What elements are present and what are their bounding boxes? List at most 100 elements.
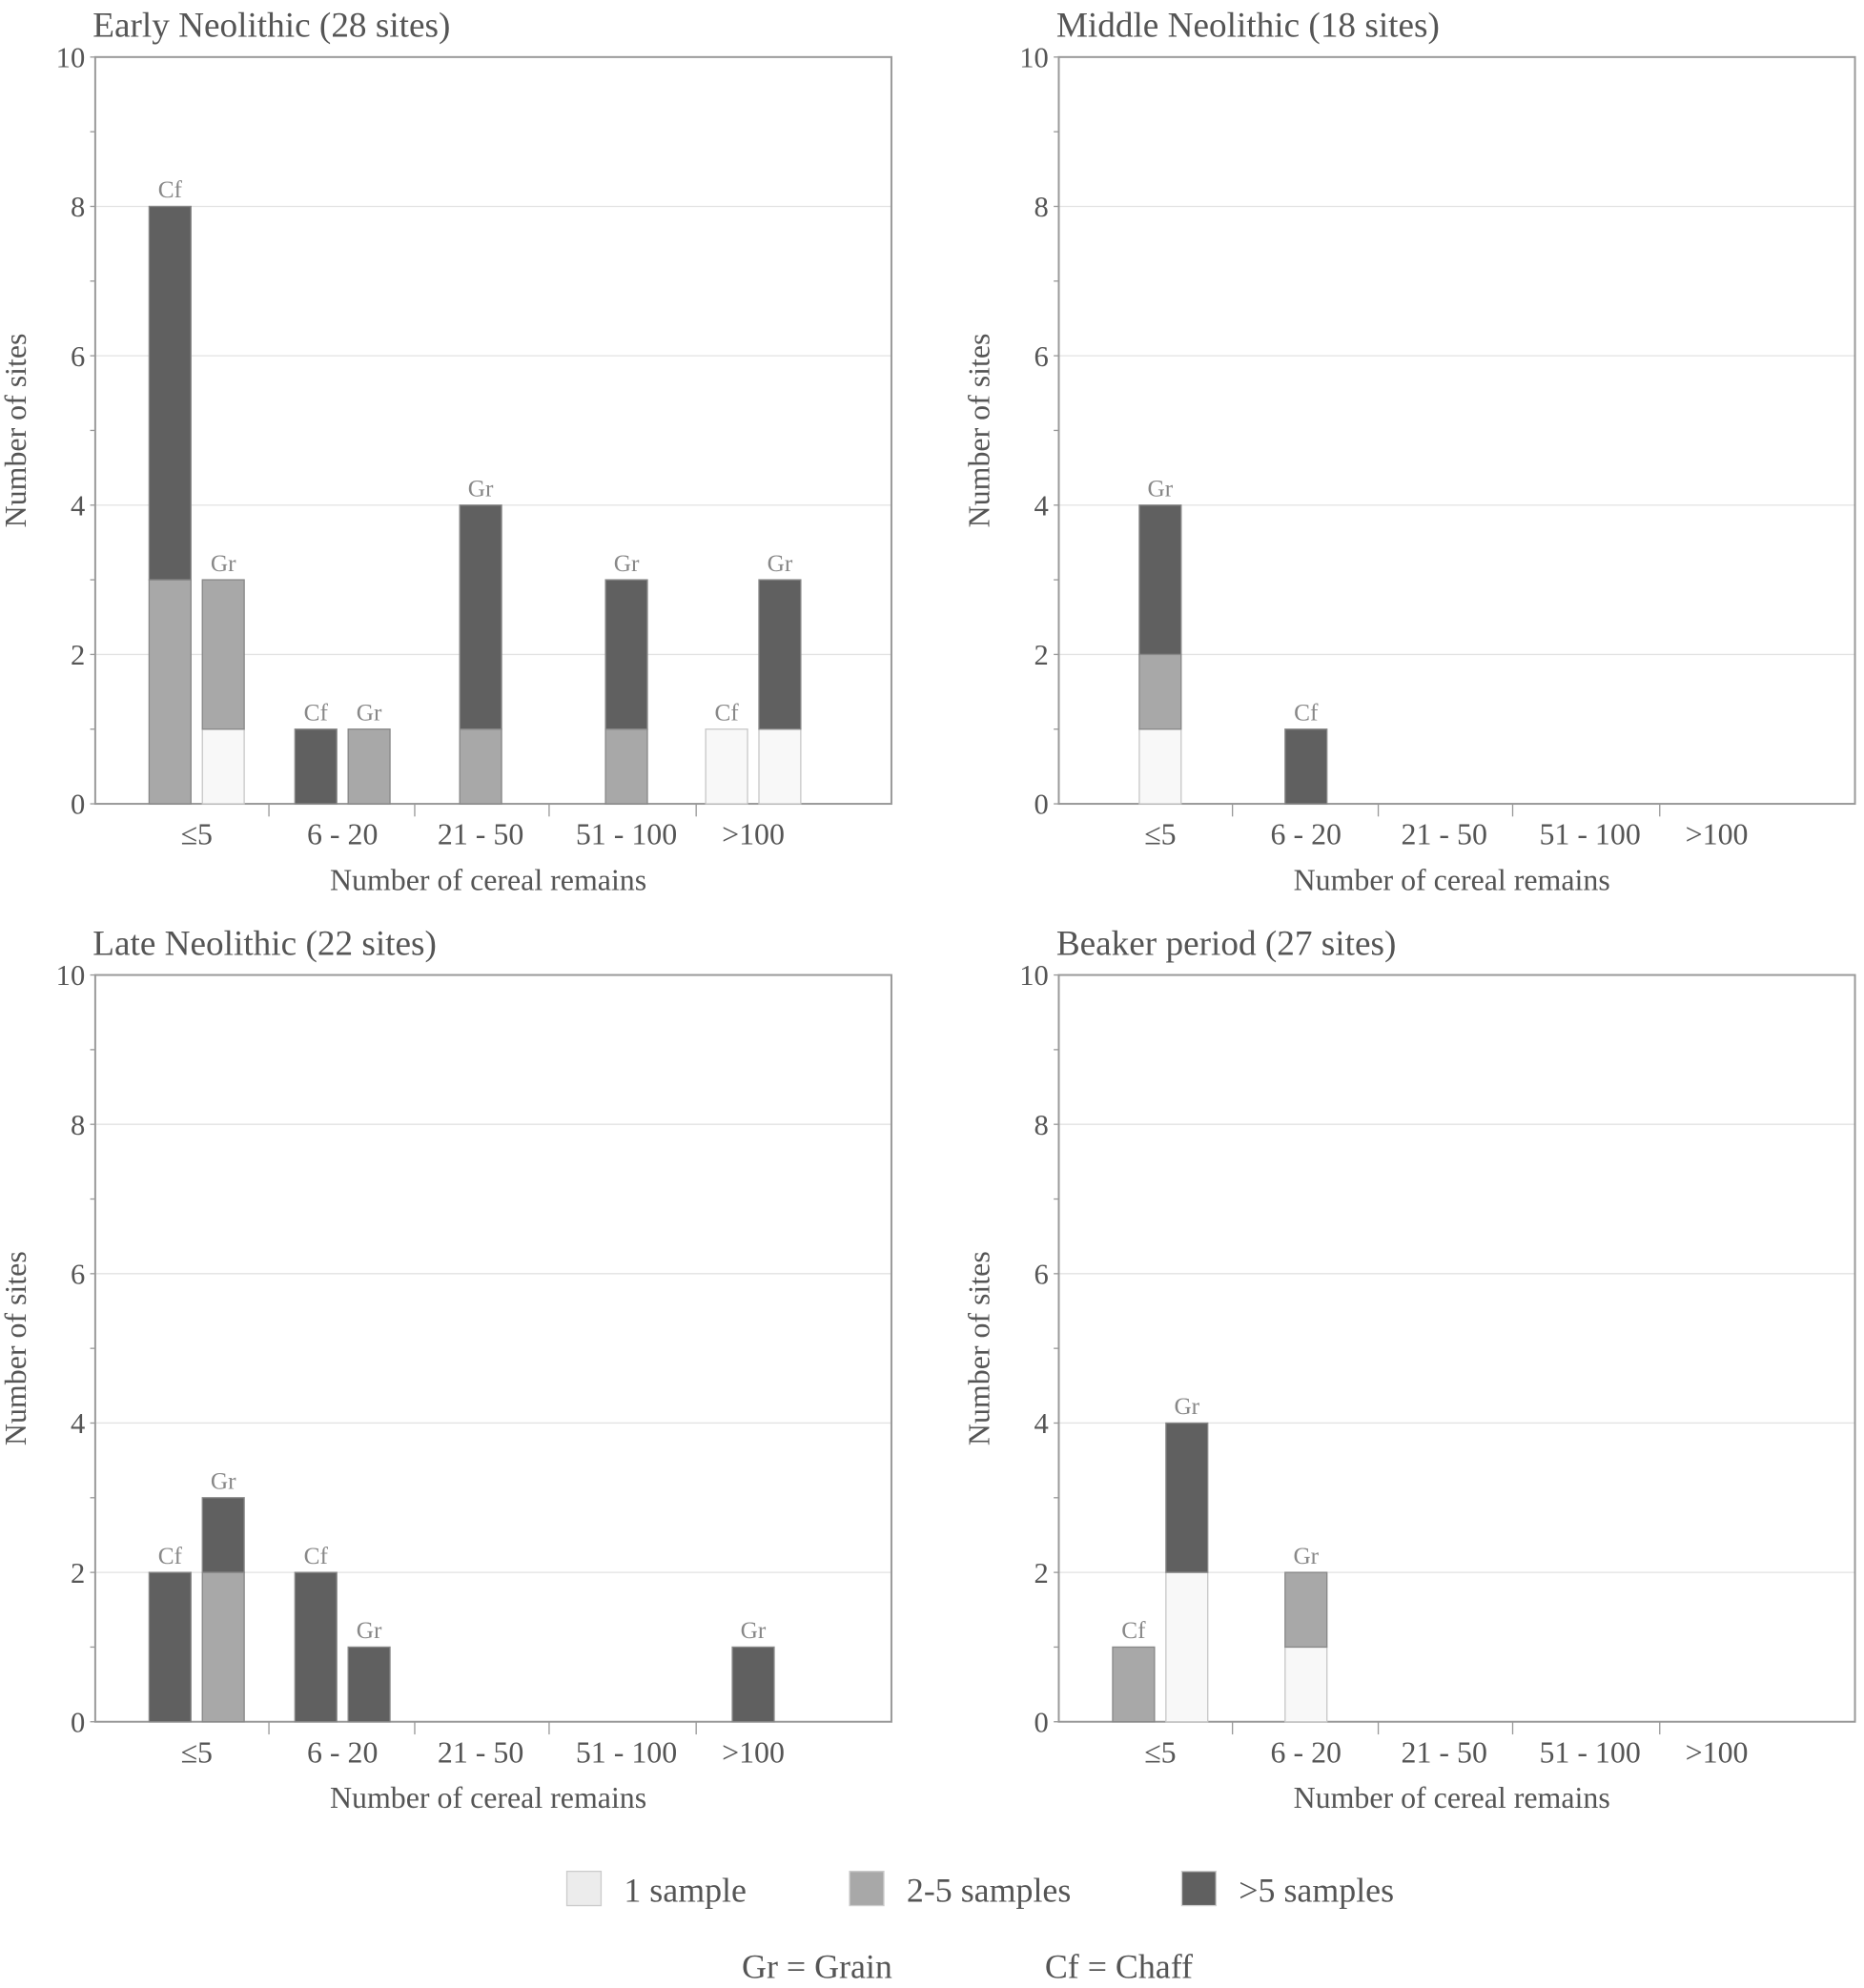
bar-segment	[705, 728, 748, 805]
bar-label: Gr	[768, 550, 793, 577]
x-tick-label: ≤5	[1144, 818, 1176, 851]
chart-title: Middle Neolithic (18 sites)	[1056, 7, 1440, 46]
bar-segment	[604, 728, 648, 805]
y-tick-label: 10	[56, 41, 86, 73]
bar-label: Gr	[211, 1467, 236, 1494]
y-tick-label: 6	[71, 1258, 85, 1290]
y-axis-label: Number of sites	[962, 1251, 995, 1445]
bar-label: Gr	[357, 1617, 382, 1644]
bar-label: Cf	[304, 699, 329, 726]
y-tick-label: 6	[71, 340, 85, 373]
legend-label: 1 sample	[624, 1872, 747, 1910]
bar-segment	[731, 1646, 775, 1723]
x-tick-label: 21 - 50	[1402, 818, 1487, 851]
legend-swatch	[1180, 1871, 1218, 1907]
y-tick-label: 10	[1019, 41, 1049, 73]
x-tick-label: >100	[722, 818, 785, 851]
bar-segment	[1284, 728, 1328, 805]
bar-segment	[1284, 1646, 1328, 1723]
chart-panel: 0 2 4 6 8 10 ≤5 6 - 20 21 - 50 51 - 100 >100 Early …	[0, 7, 892, 896]
x-tick-label: 6 - 20	[1271, 818, 1342, 851]
x-tick-label: 21 - 50	[1402, 1735, 1487, 1769]
x-tick-label: 51 - 100	[1539, 1735, 1640, 1769]
y-tick-label: 2	[71, 1557, 85, 1589]
bar-label: Gr	[1293, 1543, 1319, 1569]
bar-segment	[459, 728, 502, 805]
y-tick-label: 0	[71, 789, 85, 821]
x-tick-label: >100	[722, 1735, 785, 1769]
bar-segment	[1138, 728, 1182, 805]
y-axis-label: Number of sites	[0, 334, 32, 528]
x-tick-label: 51 - 100	[576, 1735, 677, 1769]
y-tick-label: 4	[71, 489, 85, 522]
bar-segment	[1165, 1422, 1209, 1573]
bar-label: Gr	[211, 550, 236, 577]
legend-swatch	[565, 1871, 603, 1907]
y-tick-label: 2	[1034, 639, 1049, 671]
y-tick-label: 8	[1034, 1109, 1049, 1141]
bar-label: Gr	[468, 475, 494, 502]
bar-label: Gr	[741, 1617, 767, 1644]
y-tick-label: 4	[71, 1407, 85, 1440]
bar-segment	[148, 579, 192, 805]
y-tick-label: 2	[1034, 1557, 1049, 1589]
bar-segment	[148, 1571, 192, 1723]
x-tick-label: 6 - 20	[307, 818, 378, 851]
y-tick-label: 6	[1034, 340, 1049, 373]
bar-label: Gr	[357, 699, 382, 726]
bar-label: Cf	[1121, 1617, 1146, 1644]
y-tick-label: 8	[71, 191, 85, 223]
bar-segment	[201, 579, 245, 730]
bar-segment	[1138, 653, 1182, 730]
bar-segment	[148, 205, 192, 581]
bar-segment	[347, 728, 391, 805]
bar-segment	[347, 1646, 391, 1723]
bar-label: Gr	[1148, 475, 1174, 502]
bar-segment	[604, 579, 648, 730]
legend-note: Gr = Grain	[742, 1947, 892, 1985]
bar-segment	[758, 728, 802, 805]
y-axis-label: Number of sites	[0, 1251, 32, 1445]
y-tick-label: 4	[1034, 1407, 1049, 1440]
x-tick-label: >100	[1686, 1735, 1749, 1769]
bar-label: Gr	[614, 550, 640, 577]
y-tick-label: 4	[1034, 489, 1049, 522]
x-tick-label: 6 - 20	[307, 1735, 378, 1769]
x-axis-label: Number of cereal remains	[1294, 863, 1610, 896]
bar-segment	[201, 1497, 245, 1573]
x-axis-label: Number of cereal remains	[330, 863, 646, 896]
y-axis-label: Number of sites	[962, 334, 995, 528]
bar-label: Cf	[714, 699, 739, 726]
chart-panel: 0 2 4 6 8 10 ≤5 6 - 20 21 - 50 51 - 100 >100 Beaker…	[962, 924, 1856, 1814]
x-tick-label: 51 - 100	[576, 818, 677, 851]
y-tick-label: 2	[71, 639, 85, 671]
chart-panel: 0 2 4 6 8 10 ≤5 6 - 20 21 - 50 51 - 100 >100 Middle…	[962, 7, 1856, 896]
legend-note: Cf = Chaff	[1045, 1947, 1193, 1985]
bar-label: Cf	[304, 1543, 329, 1569]
y-tick-label: 0	[71, 1706, 85, 1738]
y-tick-label: 0	[1034, 1706, 1049, 1738]
chart-title: Late Neolithic (22 sites)	[92, 924, 437, 963]
legend-swatch	[849, 1871, 885, 1907]
x-tick-label: ≤5	[181, 818, 213, 851]
legend-label: >5 samples	[1239, 1872, 1394, 1910]
bar-segment	[1112, 1646, 1156, 1723]
bar-segment	[1165, 1571, 1209, 1723]
x-tick-label: ≤5	[181, 1735, 213, 1769]
y-tick-label: 6	[1034, 1258, 1049, 1290]
bar-segment	[758, 579, 802, 730]
x-tick-label: ≤5	[1144, 1735, 1176, 1769]
chart-title: Early Neolithic (28 sites)	[92, 7, 450, 46]
y-tick-label: 10	[56, 959, 86, 992]
x-tick-label: >100	[1686, 818, 1749, 851]
chart-panel: 0 2 4 6 8 10 ≤5 6 - 20 21 - 50 51 - 100 >100 Late N…	[0, 924, 892, 1814]
x-tick-label: 21 - 50	[438, 818, 523, 851]
y-tick-label: 10	[1019, 959, 1049, 992]
bar-label: Cf	[158, 1543, 183, 1569]
bar-segment	[294, 1571, 338, 1723]
bar-segment	[1284, 1571, 1328, 1649]
x-axis-label: Number of cereal remains	[1294, 1781, 1610, 1814]
x-axis-label: Number of cereal remains	[330, 1781, 646, 1814]
legend: 1 sample 2-5 samples >5 samples Gr = Grain C…	[565, 1871, 1394, 1985]
